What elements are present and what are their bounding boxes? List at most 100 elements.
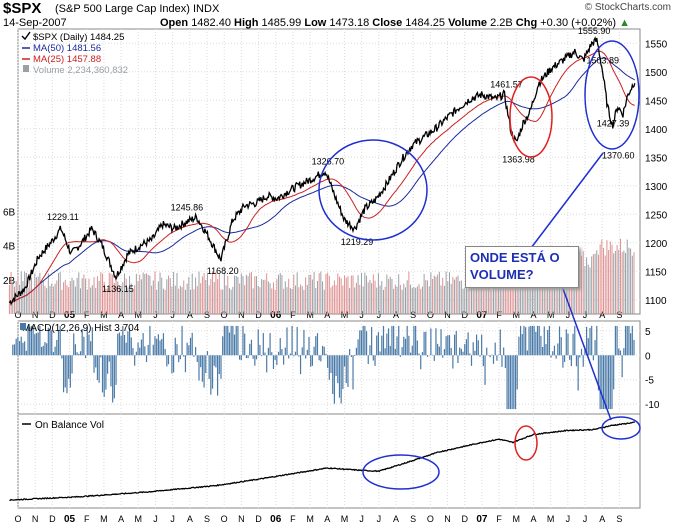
quote-strip: Open 1482.40 High 1485.99 Low 1473.18 Cl… xyxy=(160,17,630,29)
high-label: High xyxy=(234,17,259,29)
pointer-line-price xyxy=(527,152,604,253)
obv-line xyxy=(9,421,635,502)
annotation-box: ONDE ESTÁ O VOLUME? xyxy=(465,246,579,288)
y-tick-label: 1100 xyxy=(645,296,667,307)
high-value: 1485.99 xyxy=(261,17,302,29)
x-tick-label: O xyxy=(14,514,21,524)
x-tick-label: N xyxy=(238,310,245,320)
up-arrow-icon: ▲ xyxy=(619,17,631,29)
symbol: $SPX xyxy=(3,0,42,17)
price-label: 1503.89 xyxy=(586,55,619,65)
x-tick-label: O xyxy=(427,310,434,320)
volume-tick-label: 4B xyxy=(3,242,16,253)
legend-swatch xyxy=(21,31,31,41)
x-tick-label: A xyxy=(530,310,536,320)
price-label: 1363.98 xyxy=(502,154,535,164)
x-tick-label: M xyxy=(306,310,314,320)
x-tick-label: M xyxy=(513,310,521,320)
x-tick-label: M xyxy=(135,514,143,524)
annotation-line-2: VOLUME? xyxy=(470,267,534,282)
red-circle-obv-2007 xyxy=(514,425,538,461)
x-tick-label: M xyxy=(100,310,108,320)
x-tick-label: O xyxy=(221,310,228,320)
volume-tick-label: 2B xyxy=(3,276,16,287)
macd-tick-label: 0 xyxy=(645,351,651,362)
x-tick-label: F xyxy=(496,310,502,320)
price-line xyxy=(8,36,636,307)
y-tick-label: 1150 xyxy=(645,267,667,278)
x-tick-label: J xyxy=(583,514,588,524)
x-tick-label: S xyxy=(616,514,622,524)
price-label: 1229.11 xyxy=(47,212,79,222)
x-tick-label: S xyxy=(410,310,416,320)
y-tick-label: 1450 xyxy=(645,96,668,107)
x-tick-label: A xyxy=(530,514,536,524)
blue-circle-obv-2007 xyxy=(601,416,641,440)
x-tick-label: M xyxy=(135,310,143,320)
legend-swatch xyxy=(23,65,29,72)
x-tick-label: M xyxy=(547,514,555,524)
price-label: 1245.86 xyxy=(171,203,204,213)
x-tick-label: F xyxy=(496,514,502,524)
x-tick-label: 06 xyxy=(270,310,282,321)
chg-value: +0.30 (+0.02%) xyxy=(540,17,617,29)
volume-value: 2.2B xyxy=(490,17,513,29)
legend-ma25: MA(25) 1457.88 xyxy=(33,54,101,65)
volume-label: Volume xyxy=(448,17,488,29)
x-tick-label: J xyxy=(153,514,158,524)
x-tick-label: A xyxy=(599,310,605,320)
x-tick-label: 05 xyxy=(64,514,76,525)
x-tick-label: M xyxy=(341,514,349,524)
open-label: Open xyxy=(160,17,189,29)
x-tick-label: J xyxy=(377,310,382,320)
low-label: Low xyxy=(304,17,327,29)
x-tick-label: 06 xyxy=(270,514,282,525)
macd-tick-label: -5 xyxy=(645,376,654,387)
legend-price: $SPX (Daily) 1484.25 xyxy=(33,32,124,43)
x-tick-label: A xyxy=(393,310,399,320)
quote-date: 14-Sep-2007 xyxy=(3,17,67,29)
obv-title: On Balance Vol xyxy=(35,420,104,431)
x-tick-label: A xyxy=(599,514,605,524)
y-tick-label: 1350 xyxy=(645,153,668,164)
macd-tick-label: 5 xyxy=(645,327,651,338)
legend-volume: Volume 2,234,360,832 xyxy=(33,65,128,76)
ma25-line xyxy=(9,50,635,304)
x-tick-label: A xyxy=(118,310,124,320)
x-tick-label: A xyxy=(118,514,124,524)
panel-frame xyxy=(17,413,641,509)
copyright: © StockCharts.com xyxy=(584,2,671,13)
macd-title: MACD(12,26,9) Hist 3.704 xyxy=(22,323,140,334)
x-tick-label: O xyxy=(221,514,228,524)
macd-legend-swatch xyxy=(20,323,26,330)
x-tick-label: D xyxy=(49,310,56,320)
open-value: 1482.40 xyxy=(191,17,231,29)
macd-tick-label: -10 xyxy=(645,400,660,411)
x-tick-label: N xyxy=(32,310,39,320)
x-tick-label: N xyxy=(444,310,451,320)
x-tick-label: F xyxy=(290,310,296,320)
x-tick-label: M xyxy=(100,514,108,524)
y-tick-label: 1300 xyxy=(645,182,668,193)
close-value: 1484.25 xyxy=(405,17,446,29)
y-tick-label: 1250 xyxy=(645,210,668,221)
price-label: 1555.90 xyxy=(578,26,611,36)
x-tick-label: D xyxy=(49,514,56,524)
legend-ma50: MA(50) 1481.56 xyxy=(33,43,101,54)
low-value: 1473.18 xyxy=(329,17,370,29)
x-tick-label: A xyxy=(324,514,330,524)
x-tick-label: S xyxy=(616,310,622,320)
x-tick-label: N xyxy=(444,514,451,524)
close-label: Close xyxy=(372,17,403,29)
x-tick-label: M xyxy=(341,310,349,320)
x-tick-label: N xyxy=(238,514,245,524)
x-tick-label: 05 xyxy=(64,310,76,321)
blue-circle-aug-2007 xyxy=(584,40,640,150)
x-tick-label: D xyxy=(255,514,262,524)
x-tick-label: A xyxy=(324,310,330,320)
x-tick-label: J xyxy=(566,310,571,320)
volume-tick-label: 6B xyxy=(3,207,16,218)
x-tick-label: M xyxy=(547,310,555,320)
x-tick-label: D xyxy=(255,310,262,320)
